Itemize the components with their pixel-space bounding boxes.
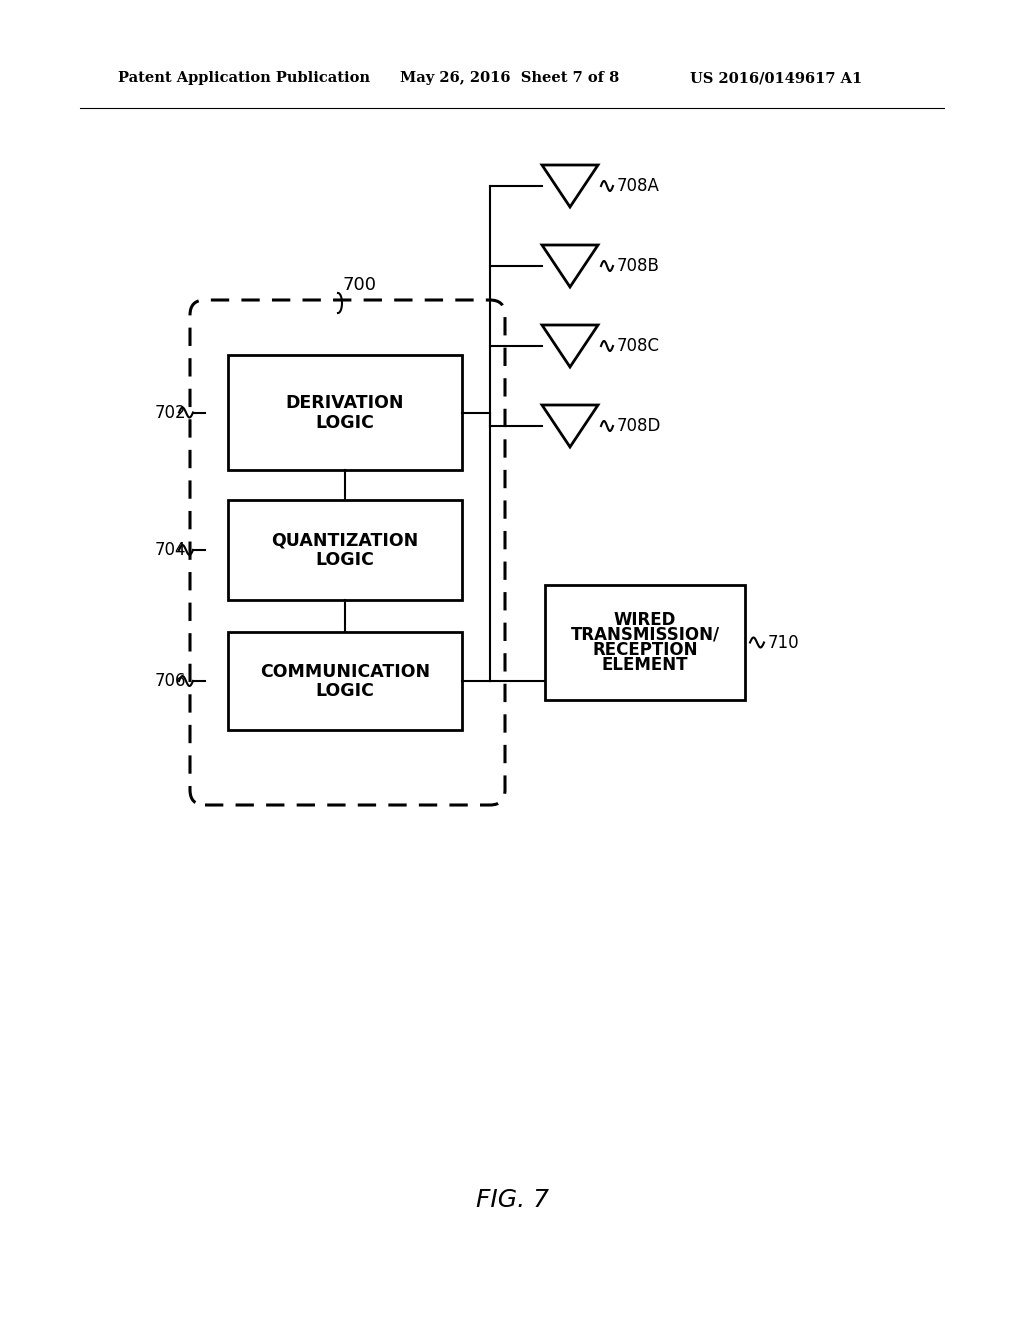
Text: 706: 706 xyxy=(155,672,186,690)
Text: Patent Application Publication: Patent Application Publication xyxy=(118,71,370,84)
Text: 702: 702 xyxy=(155,404,186,421)
Text: May 26, 2016  Sheet 7 of 8: May 26, 2016 Sheet 7 of 8 xyxy=(400,71,620,84)
Text: 708A: 708A xyxy=(617,177,659,195)
Bar xyxy=(228,500,462,601)
Text: LOGIC: LOGIC xyxy=(315,413,375,432)
Polygon shape xyxy=(542,405,598,447)
Bar xyxy=(228,355,462,470)
Text: QUANTIZATION: QUANTIZATION xyxy=(271,532,419,550)
Text: 708B: 708B xyxy=(617,257,659,275)
Text: LOGIC: LOGIC xyxy=(315,550,375,569)
Text: LOGIC: LOGIC xyxy=(315,682,375,700)
Text: 708C: 708C xyxy=(617,337,660,355)
Text: COMMUNICATION: COMMUNICATION xyxy=(260,663,430,681)
Text: 704: 704 xyxy=(155,541,186,558)
Text: DERIVATION: DERIVATION xyxy=(286,395,404,412)
Polygon shape xyxy=(542,246,598,286)
Text: WIRED: WIRED xyxy=(613,611,676,628)
Text: 700: 700 xyxy=(342,276,376,294)
Text: 708D: 708D xyxy=(617,417,662,436)
Polygon shape xyxy=(542,325,598,367)
Bar xyxy=(545,585,745,700)
Text: TRANSMISSION/: TRANSMISSION/ xyxy=(570,626,720,644)
Text: RECEPTION: RECEPTION xyxy=(592,642,697,659)
Bar xyxy=(228,632,462,730)
Text: US 2016/0149617 A1: US 2016/0149617 A1 xyxy=(690,71,862,84)
Polygon shape xyxy=(542,165,598,207)
Text: FIG. 7: FIG. 7 xyxy=(475,1188,549,1212)
Text: ELEMENT: ELEMENT xyxy=(602,656,688,675)
Text: 710: 710 xyxy=(768,634,800,652)
